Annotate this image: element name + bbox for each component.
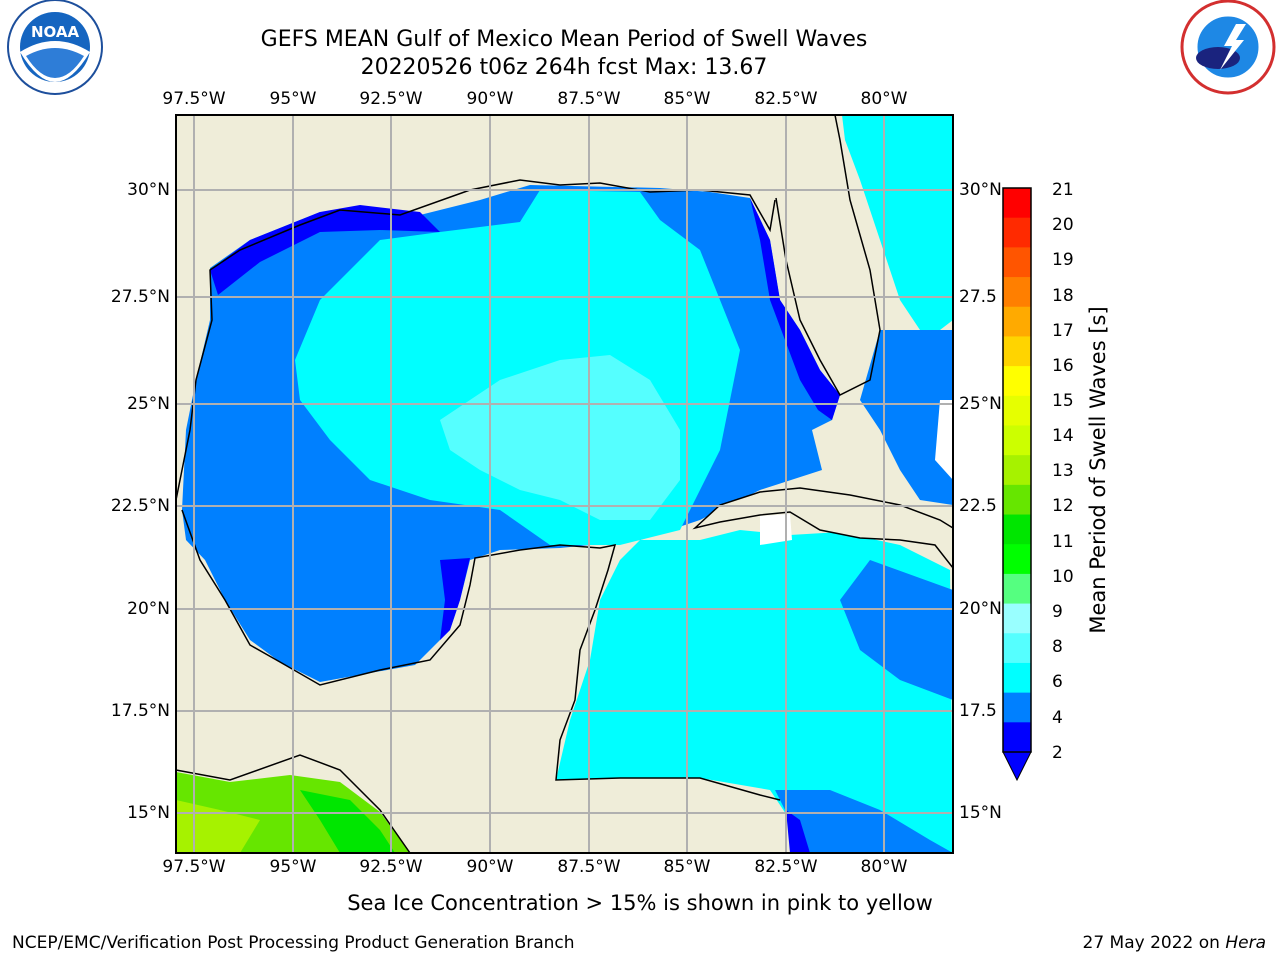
colorbar-segment bbox=[1003, 247, 1031, 278]
colorbar-tick: 2 bbox=[1052, 743, 1063, 763]
colorbar-tick: 10 bbox=[1052, 567, 1074, 587]
footer-host: Hera bbox=[1225, 933, 1266, 953]
lat-label-right: 20°N bbox=[959, 599, 1002, 619]
lon-label-bottom: 90°W bbox=[466, 857, 514, 877]
colorbar-segment bbox=[1003, 336, 1031, 367]
lat-label-right: 22.5 bbox=[959, 496, 997, 516]
lon-label-top: 92.5°W bbox=[359, 89, 423, 109]
lon-label-bottom: 82.5°W bbox=[754, 857, 818, 877]
colorbar-segment bbox=[1003, 395, 1031, 426]
lat-label-right: 17.5 bbox=[959, 701, 997, 721]
map-area bbox=[175, 114, 954, 854]
colorbar-tick: 4 bbox=[1052, 708, 1063, 728]
lat-label-left: 25°N bbox=[127, 394, 170, 414]
map-frame bbox=[175, 114, 954, 854]
colorbar-segment bbox=[1003, 633, 1031, 664]
colorbar-tick: 14 bbox=[1052, 426, 1074, 446]
chart-title: GEFS MEAN Gulf of Mexico Mean Period of … bbox=[260, 27, 868, 52]
lat-label-left: 20°N bbox=[127, 599, 170, 619]
lon-label-top: 82.5°W bbox=[754, 89, 818, 109]
map-gridlines bbox=[176, 115, 953, 853]
colorbar-tick: 8 bbox=[1052, 637, 1063, 657]
colorbar-segment bbox=[1003, 277, 1031, 308]
sea-ice-note: Sea Ice Concentration > 15% is shown in … bbox=[347, 891, 933, 915]
colorbar-tick: 11 bbox=[1052, 532, 1074, 552]
colorbar-tick: 20 bbox=[1052, 215, 1074, 235]
colorbar-tick: 17 bbox=[1052, 321, 1074, 341]
colorbar-segment bbox=[1003, 722, 1031, 753]
lon-label-top: 95°W bbox=[269, 89, 317, 109]
footer-date: 27 May 2022 on Hera bbox=[1083, 933, 1267, 953]
colorbar-segment bbox=[1003, 366, 1031, 397]
colorbar-tick: 19 bbox=[1052, 250, 1074, 270]
footer-date-text: 27 May 2022 on bbox=[1082, 933, 1226, 953]
colorbar-segment bbox=[1003, 188, 1031, 219]
lon-label-top: 80°W bbox=[860, 89, 908, 109]
colorbar-tick: 13 bbox=[1052, 461, 1074, 481]
lon-label-bottom: 87.5°W bbox=[557, 857, 621, 877]
colorbar-tick: 21 bbox=[1052, 180, 1074, 200]
nws-logo bbox=[1180, 0, 1276, 95]
lon-label-top: 97.5°W bbox=[162, 89, 226, 109]
lat-label-right: 27.5 bbox=[959, 287, 997, 307]
footer-credit: NCEP/EMC/Verification Post Processing Pr… bbox=[12, 933, 575, 953]
colorbar-segment bbox=[1003, 484, 1031, 516]
lon-label-bottom: 80°W bbox=[860, 857, 908, 877]
colorbar-segment bbox=[1003, 425, 1031, 456]
colorbar-label: Mean Period of Swell Waves [s] bbox=[1086, 306, 1110, 634]
lon-label-top: 85°W bbox=[663, 89, 711, 109]
colorbar-segment bbox=[1003, 603, 1031, 634]
colorbar-segment bbox=[1003, 306, 1031, 337]
colorbar-tick: 6 bbox=[1052, 672, 1063, 692]
lon-label-bottom: 97.5°W bbox=[162, 857, 226, 877]
colorbar-segment bbox=[1003, 662, 1031, 694]
noaa-logo: NOAA bbox=[7, 0, 103, 95]
colorbar-tick: 15 bbox=[1052, 391, 1074, 411]
lat-label-left: 17.5°N bbox=[110, 701, 170, 721]
lon-label-top: 90°W bbox=[466, 89, 514, 109]
lat-label-left: 30°N bbox=[127, 180, 170, 200]
colorbar-tick: 9 bbox=[1052, 602, 1063, 622]
chart-subtitle: 20220526 t06z 264h fcst Max: 13.67 bbox=[360, 55, 768, 80]
colorbar bbox=[1002, 187, 1032, 782]
colorbar-tick: 16 bbox=[1052, 356, 1074, 376]
colorbar-segment bbox=[1003, 544, 1031, 575]
lat-label-right: 15°N bbox=[959, 803, 1002, 823]
lat-label-left: 22.5°N bbox=[110, 496, 170, 516]
colorbar-tick: 12 bbox=[1052, 496, 1074, 516]
lat-label-right: 30°N bbox=[959, 180, 1002, 200]
atlantic-water bbox=[842, 115, 953, 330]
colorbar-segment bbox=[1003, 217, 1031, 248]
colorbar-segment bbox=[1003, 692, 1031, 723]
colorbar-tick: 18 bbox=[1052, 286, 1074, 306]
lon-label-bottom: 92.5°W bbox=[359, 857, 423, 877]
lat-label-right: 25°N bbox=[959, 394, 1002, 414]
colorbar-segment bbox=[1003, 573, 1031, 605]
lon-label-bottom: 95°W bbox=[269, 857, 317, 877]
lat-label-left: 27.5°N bbox=[110, 287, 170, 307]
lat-label-left: 15°N bbox=[127, 803, 170, 823]
lon-label-top: 87.5°W bbox=[557, 89, 621, 109]
colorbar-segment bbox=[1003, 455, 1031, 486]
lon-label-bottom: 85°W bbox=[663, 857, 711, 877]
noaa-logo-text: NOAA bbox=[31, 23, 80, 41]
colorbar-segment bbox=[1003, 514, 1031, 545]
